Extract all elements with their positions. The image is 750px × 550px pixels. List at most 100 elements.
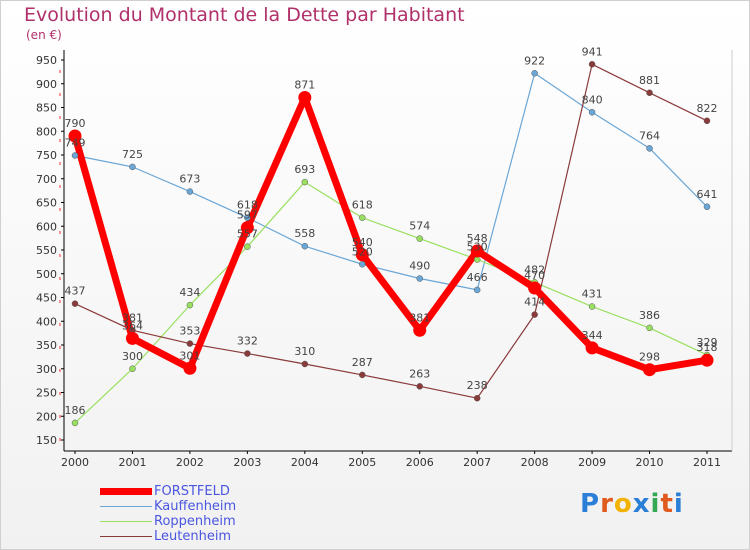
data-label-forstfeld: 597 <box>237 209 258 222</box>
y-tick-label: 850 <box>36 102 57 115</box>
data-point-leutenheim <box>244 350 251 357</box>
series-line-kauffenheim <box>74 72 708 291</box>
data-label-forstfeld: 540 <box>352 236 373 249</box>
data-point-kauffenheim <box>186 188 194 195</box>
logo-letter: r <box>600 489 614 519</box>
data-point-kauffenheim <box>129 163 136 171</box>
y-tick-label: 150 <box>36 434 57 447</box>
data-label-leutenheim: 238 <box>467 379 488 392</box>
data-label-kauffenheim: 520 <box>352 245 373 258</box>
data-label-kauffenheim: 840 <box>582 93 603 106</box>
data-point-roppenheim <box>129 365 136 372</box>
data-point-leutenheim <box>186 340 194 347</box>
data-label-leutenheim: 310 <box>294 345 315 358</box>
x-tick-label: 2006 <box>406 456 434 469</box>
data-point-leutenheim <box>703 117 711 125</box>
data-label-leutenheim: 437 <box>65 285 86 298</box>
data-label-kauffenheim: 725 <box>122 148 143 161</box>
legend-label: Leutenheim <box>154 529 232 544</box>
data-point-leutenheim <box>416 383 423 390</box>
data-point-kauffenheim <box>71 152 79 159</box>
data-label-roppenheim: 693 <box>294 163 315 176</box>
data-label-roppenheim: 618 <box>352 199 373 212</box>
data-label-leutenheim: 332 <box>237 335 258 348</box>
data-point-roppenheim <box>301 178 309 186</box>
data-point-forstfeld <box>528 281 542 295</box>
logo-letter: o <box>613 489 633 519</box>
data-point-forstfeld <box>643 363 657 377</box>
data-label-roppenheim: 186 <box>65 404 86 417</box>
y-tick-label: 950 <box>36 54 57 67</box>
y-tick-label: 250 <box>36 387 57 400</box>
legend-swatch <box>100 536 152 537</box>
data-label-roppenheim: 434 <box>179 286 200 299</box>
data-point-kauffenheim <box>359 261 366 268</box>
data-label-forstfeld: 301 <box>179 349 200 362</box>
data-point-kauffenheim <box>703 203 711 211</box>
legend-swatch <box>100 521 152 522</box>
data-point-leutenheim <box>71 300 79 307</box>
data-label-roppenheim: 386 <box>639 309 660 322</box>
data-label-forstfeld: 344 <box>582 329 603 342</box>
data-point-leutenheim <box>473 394 481 402</box>
logo-letter: t <box>660 489 674 519</box>
x-tick-label: 2007 <box>463 456 491 469</box>
data-label-leutenheim: 381 <box>122 311 143 324</box>
data-label-forstfeld: 790 <box>65 117 86 130</box>
data-point-forstfeld <box>585 341 599 355</box>
data-point-roppenheim <box>416 235 423 242</box>
y-tick-label: 900 <box>36 78 57 91</box>
logo-letter: x <box>632 489 651 519</box>
y-tick-label: 700 <box>36 173 57 186</box>
data-point-kauffenheim <box>301 242 309 250</box>
chart-subtitle: (en €) <box>26 28 62 42</box>
chart-title: Evolution du Montant de la Dette par Hab… <box>24 4 465 26</box>
data-point-kauffenheim <box>646 145 653 152</box>
data-point-leutenheim <box>531 311 538 318</box>
data-point-kauffenheim <box>531 70 538 77</box>
data-point-roppenheim <box>71 419 79 427</box>
data-label-kauffenheim: 466 <box>467 271 488 284</box>
data-point-leutenheim <box>359 371 366 379</box>
y-tick-label: 200 <box>36 410 57 423</box>
x-tick-label: 2001 <box>118 456 146 469</box>
data-label-leutenheim: 822 <box>697 102 718 115</box>
x-tick-label: 2009 <box>578 456 606 469</box>
data-label-forstfeld: 364 <box>122 319 143 332</box>
y-tick-label: 400 <box>36 315 57 328</box>
data-label-leutenheim: 287 <box>352 356 373 369</box>
data-label-leutenheim: 941 <box>582 45 603 58</box>
legend-label: Roppenheim <box>154 514 236 529</box>
logo-letter: i <box>673 489 684 519</box>
data-label-roppenheim: 530 <box>467 241 488 254</box>
data-label-leutenheim: 881 <box>639 74 660 87</box>
data-point-forstfeld <box>298 91 312 105</box>
x-tick-label: 2008 <box>521 456 549 469</box>
data-label-leutenheim: 414 <box>524 296 545 309</box>
legend-label: Kauffenheim <box>154 499 237 514</box>
data-label-roppenheim: 300 <box>122 350 143 363</box>
y-tick-label: 450 <box>36 292 57 305</box>
data-label-kauffenheim: 558 <box>294 227 315 240</box>
data-point-forstfeld <box>413 323 427 337</box>
data-point-leutenheim <box>646 89 653 97</box>
y-tick-label: 600 <box>36 220 57 233</box>
x-tick-label: 2003 <box>233 456 261 469</box>
x-tick-label: 2002 <box>176 456 204 469</box>
x-tick-label: 2004 <box>291 456 319 469</box>
proxiti-logo: Proxiti <box>580 489 684 519</box>
data-point-roppenheim <box>588 303 596 310</box>
legend-swatch <box>100 506 152 507</box>
data-label-leutenheim: 263 <box>409 367 430 380</box>
x-tick-label: 2005 <box>348 456 376 469</box>
series-line-forstfeld <box>71 94 711 374</box>
data-label-roppenheim: 574 <box>409 220 430 233</box>
data-point-forstfeld <box>240 221 254 235</box>
series-line-roppenheim <box>74 181 708 424</box>
data-point-roppenheim <box>186 301 194 309</box>
data-point-forstfeld <box>125 331 139 345</box>
series-line-leutenheim <box>74 63 708 399</box>
x-tick-label: 2011 <box>693 456 721 469</box>
logo-letter: P <box>580 489 601 519</box>
